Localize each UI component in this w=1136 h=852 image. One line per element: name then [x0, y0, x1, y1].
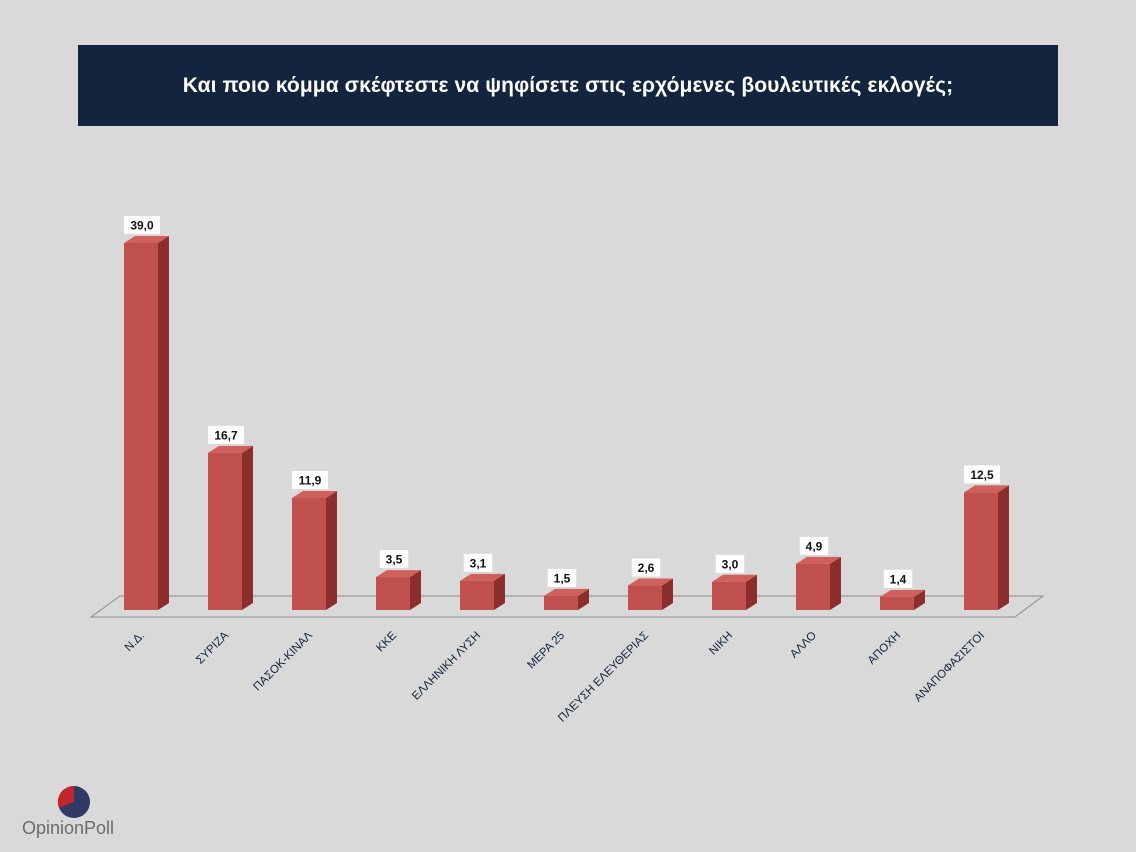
bar-top [460, 573, 505, 581]
bar-side [914, 589, 925, 610]
bar-1 [124, 236, 169, 610]
value-label-box [463, 553, 493, 572]
bar-front [964, 492, 998, 610]
value-label-box [124, 216, 160, 234]
value-label-text: 11,9 [299, 474, 322, 488]
value-label-text: 39,0 [130, 219, 154, 233]
category-label-10: ΑΠΟΧΗ [866, 630, 903, 667]
value-label-box [964, 465, 1000, 484]
category-label-2: ΣΥΡΙΖΑ [194, 629, 231, 666]
value-label-2: 16,7 [208, 425, 244, 444]
logo-circle-icon [57, 785, 90, 818]
value-label-box [883, 569, 913, 588]
bar-7 [628, 578, 673, 610]
chart-bars [124, 236, 1009, 610]
chart-value-labels: 39,0 16,7 11,9 3,5 3,1 1,5 2,6 3,0 4,9 1,4 12,5 [124, 216, 1000, 588]
bar-top [796, 556, 841, 564]
value-label-box [208, 425, 244, 444]
opinionpoll-logo: OpinionPoll [22, 784, 132, 844]
bar-5 [460, 573, 505, 610]
value-label-box [379, 550, 409, 569]
category-label-3: ΠΑΣΟΚ-ΚΙΝΑΛ [251, 629, 315, 693]
bar-6 [544, 588, 589, 610]
bar-2 [208, 445, 253, 610]
category-label-7: ΠΛΕΥΣΗ ΕΛΕΥΘΕΡΙΑΣ [556, 630, 651, 725]
bar-top [964, 485, 1009, 493]
bar-front [712, 581, 746, 610]
value-label-text: 1,4 [890, 572, 907, 586]
bar-11 [964, 485, 1009, 610]
value-label-6: 1,5 [547, 568, 577, 587]
bar-front [796, 563, 830, 610]
value-label-10: 1,4 [883, 569, 913, 588]
bar-top [376, 570, 421, 578]
value-label-text: 16,7 [214, 428, 238, 442]
bar-side [410, 570, 421, 610]
value-label-5: 3,1 [463, 553, 493, 572]
logo-text: OpinionPoll [22, 818, 115, 838]
chart-category-labels: Ν.Δ. ΣΥΡΙΖΑ ΠΑΣΟΚ-ΚΙΝΑΛ ΚΚΕ ΕΛΛΗΝΙΚΗ ΛΥΣΗ ΜΕΡ… [123, 629, 987, 724]
bar-front [880, 596, 914, 610]
bar-side [158, 236, 169, 610]
value-label-1: 39,0 [124, 216, 160, 234]
value-label-text: 3,1 [470, 556, 487, 570]
value-label-7: 2,6 [631, 558, 661, 577]
category-label-8: ΝΙΚΗ [707, 630, 735, 658]
bar-9 [796, 556, 841, 610]
value-label-text: 2,6 [638, 561, 655, 575]
bar-top [292, 491, 337, 499]
value-label-text: 12,5 [970, 468, 994, 482]
bar-top [628, 578, 673, 586]
value-label-box [547, 568, 577, 587]
bar-top [208, 445, 253, 453]
value-label-box [715, 554, 745, 573]
bar-front [376, 577, 410, 610]
bar-8 [712, 574, 757, 610]
bar-side [326, 491, 337, 610]
bar-side [746, 574, 757, 610]
chart-title: Και ποιο κόμμα σκέφτεστε να ψηφίσετε στι… [78, 45, 1058, 126]
value-label-text: 4,9 [806, 539, 823, 553]
value-label-text: 3,0 [722, 557, 739, 571]
value-label-3: 11,9 [292, 471, 328, 490]
bar-side [830, 556, 841, 610]
bar-front [544, 595, 578, 610]
bar-front [208, 452, 242, 610]
category-label-6: ΜΕΡΑ 25 [525, 630, 567, 672]
bar-front [292, 498, 326, 610]
bar-top [124, 236, 169, 243]
bar-3 [292, 491, 337, 610]
value-label-box [799, 536, 829, 555]
bar-front [460, 580, 494, 610]
value-label-11: 12,5 [964, 465, 1000, 484]
bar-front [628, 585, 662, 610]
bar-top [880, 589, 925, 597]
bar-side [998, 485, 1009, 610]
bar-side [578, 588, 589, 610]
bar-top [544, 588, 589, 596]
value-label-box [631, 558, 661, 577]
value-label-9: 4,9 [799, 536, 829, 555]
category-label-1: Ν.Δ. [123, 630, 147, 654]
bar-front [124, 243, 158, 610]
bar-top [712, 574, 757, 582]
category-label-9: ΑΛΛΟ [788, 630, 819, 661]
bar-side [242, 445, 253, 610]
bar-4 [376, 570, 421, 610]
value-label-text: 3,5 [386, 553, 403, 567]
category-label-5: ΕΛΛΗΝΙΚΗ ΛΥΣΗ [410, 630, 483, 703]
category-label-4: ΚΚΕ [374, 629, 399, 654]
value-label-8: 3,0 [715, 554, 745, 573]
category-label-11: ΑΝΑΠΟΦΑΣΙΣΤΟΙ [912, 630, 987, 705]
bar-side [494, 573, 505, 610]
value-label-text: 1,5 [554, 571, 571, 585]
bar-10 [880, 589, 925, 610]
bar-side [662, 578, 673, 610]
value-label-box [292, 471, 328, 490]
value-label-4: 3,5 [379, 550, 409, 569]
